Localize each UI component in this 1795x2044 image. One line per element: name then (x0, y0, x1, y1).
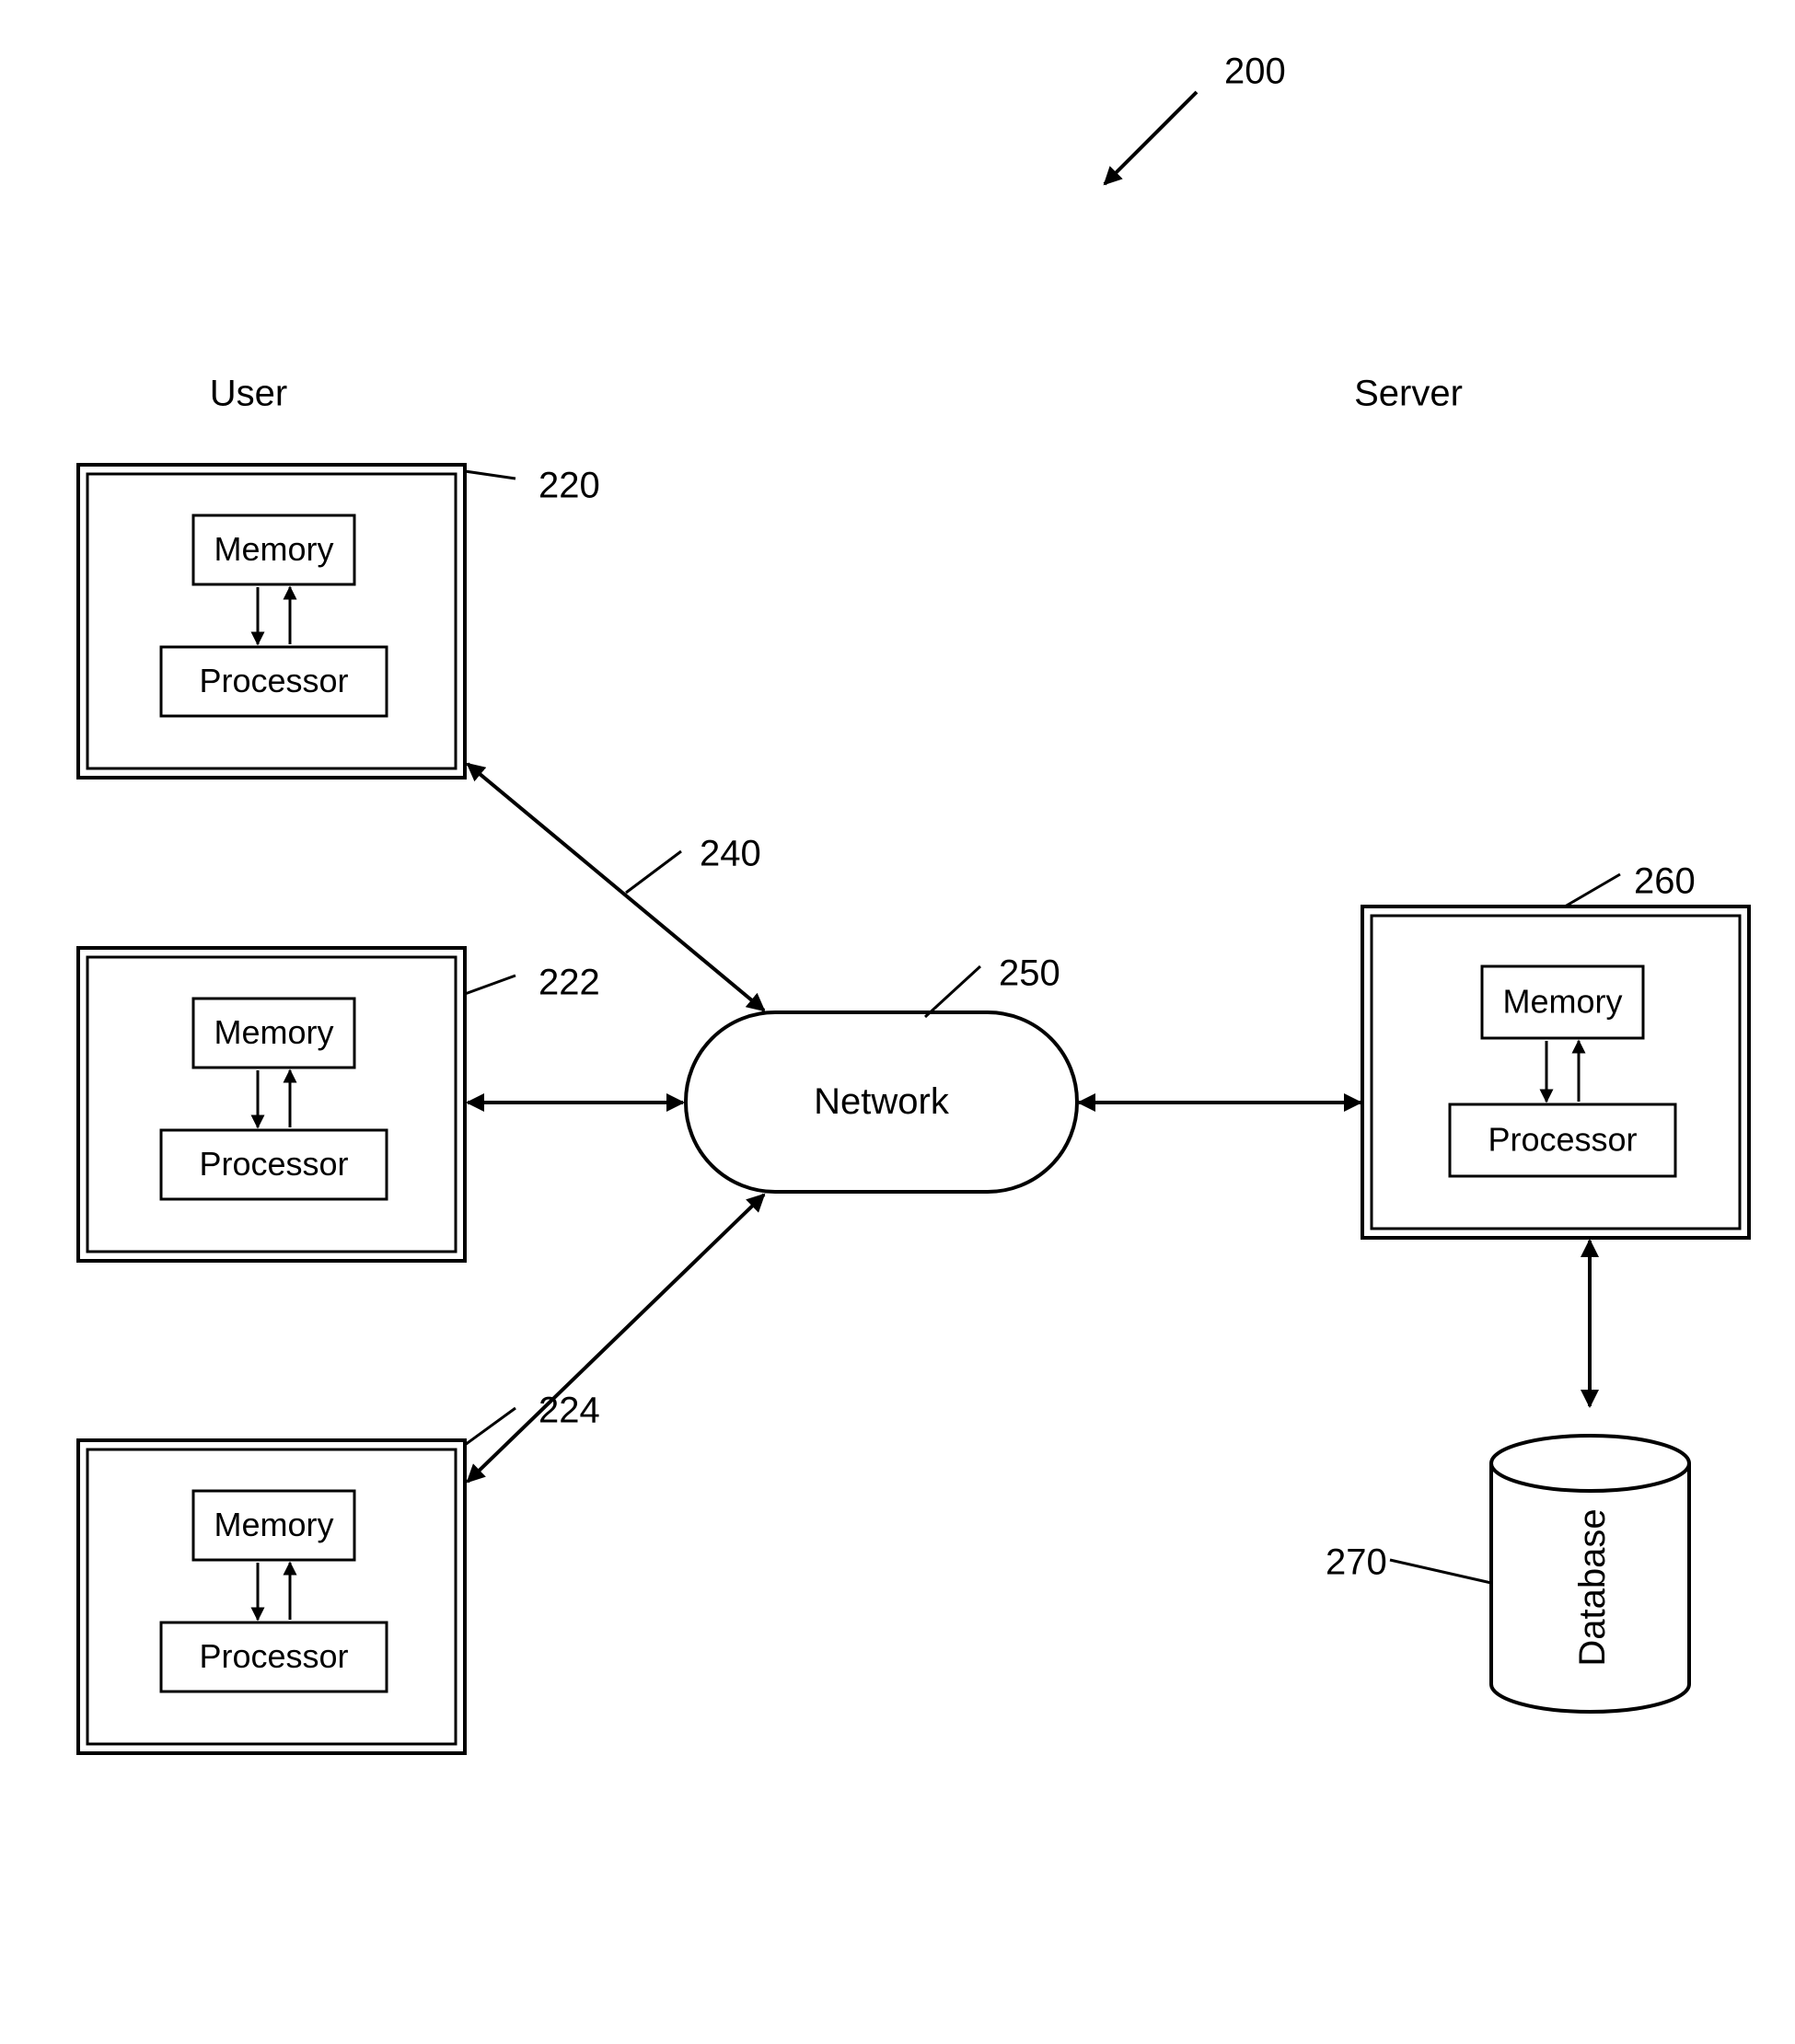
user-box-3-memory-label: Memory (214, 1506, 333, 1543)
user-box-1-ref: 220 (538, 466, 600, 506)
user-header: User (210, 374, 287, 414)
database-label: Database (1572, 1508, 1613, 1666)
server-box-memory-label: Memory (1502, 983, 1622, 1021)
user-box-2-ref: 222 (538, 963, 600, 1003)
network-label: Network (814, 1081, 950, 1122)
user-box-1-memory-label: Memory (214, 530, 333, 568)
database-ref: 270 (1326, 1542, 1387, 1583)
user-box-1-processor-label: Processor (199, 662, 348, 699)
figure-ref-label: 200 (1224, 52, 1286, 92)
edge-ref-e-240: 240 (700, 834, 761, 874)
server-box-ref: 260 (1634, 861, 1696, 902)
user-box-3-processor-label: Processor (199, 1637, 348, 1675)
user-box-3-ref: 224 (538, 1391, 600, 1431)
server-box-processor-label: Processor (1488, 1121, 1637, 1159)
network-ref: 250 (999, 953, 1060, 994)
server-header: Server (1354, 374, 1463, 414)
user-box-2-memory-label: Memory (214, 1013, 333, 1051)
user-box-2-processor-label: Processor (199, 1145, 348, 1183)
